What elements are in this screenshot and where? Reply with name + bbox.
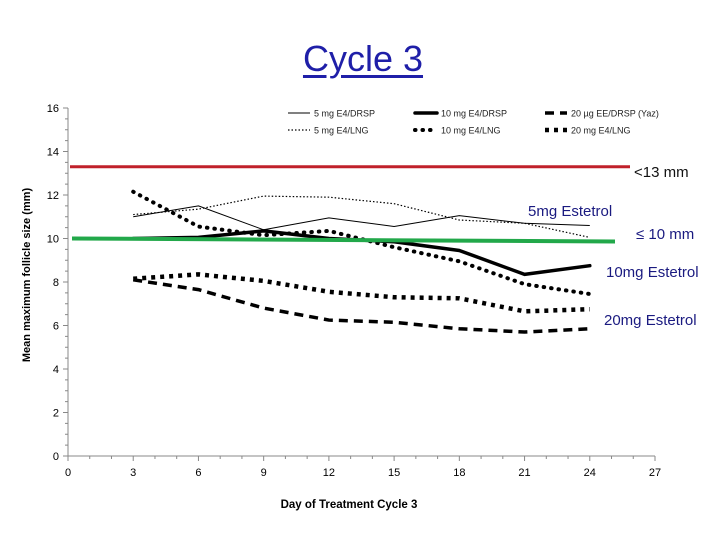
threshold-13mm-label: <13 mm (634, 164, 689, 181)
x-tick-label: 24 (584, 467, 596, 479)
x-tick-label: 3 (130, 467, 136, 479)
y-tick-label: 8 (53, 277, 59, 289)
y-tick-label: 2 (53, 408, 59, 420)
legend-entry-label: 10 mg E4/LNG (441, 126, 501, 136)
legend-entry-label: 20 mg E4/LNG (571, 126, 631, 136)
y-tick-label: 0 (53, 451, 59, 463)
series-line-1 (133, 205, 590, 231)
reference-line-10mm (71, 236, 616, 244)
y-axis-label: Mean maximum follicle size (mm) (21, 188, 33, 363)
label-10mg-estetrol: 10mg Estetrol (606, 264, 699, 281)
x-tick-label: 9 (261, 467, 267, 479)
y-tick-label: 6 (53, 321, 59, 333)
x-tick-label: 18 (453, 467, 465, 479)
series-line-3 (132, 278, 590, 334)
threshold-10mm-label: ≤ 10 mm (636, 226, 695, 243)
y-tick-label: 12 (47, 190, 59, 202)
legend-entry-label: 5 mg E4/LNG (314, 126, 369, 136)
x-tick-label: 12 (323, 467, 335, 479)
legend-entry-label: 20 µg EE/DRSP (Yaz) (571, 109, 659, 119)
legend: 5 mg E4/DRSP 10 mg E4/DRSP 20 µg EE/DRSP (… (288, 109, 659, 136)
x-tick-label: 6 (195, 467, 201, 479)
x-tick-label: 27 (649, 467, 661, 479)
y-tick-label: 10 (47, 234, 59, 246)
y-tick-label: 14 (47, 147, 59, 159)
y-axis-ticks: 0 2 4 6 8 10 12 14 16 (47, 103, 68, 463)
legend-entry-label: 5 mg E4/DRSP (314, 109, 375, 119)
y-tick-label: 16 (47, 103, 59, 115)
legend-entry-label: 10 mg E4/DRSP (441, 109, 507, 119)
slide-title: Cycle 3 (302, 38, 424, 79)
x-tick-label: 15 (388, 467, 400, 479)
label-5mg-estetrol: 5mg Estetrol (528, 203, 613, 220)
label-20mg-estetrol: 20mg Estetrol (604, 312, 697, 329)
x-tick-label: 0 (65, 467, 71, 479)
series-line-4 (133, 195, 590, 238)
series-lines (131, 189, 592, 334)
series-line-6 (133, 272, 590, 314)
reference-lines (70, 165, 630, 244)
x-axis-label: Day of Treatment Cycle 3 (281, 499, 418, 511)
x-tick-label: 21 (518, 467, 530, 479)
x-axis-ticks: 0 3 6 9 12 15 18 21 24 27 (65, 456, 661, 479)
y-tick-label: 4 (53, 364, 59, 376)
